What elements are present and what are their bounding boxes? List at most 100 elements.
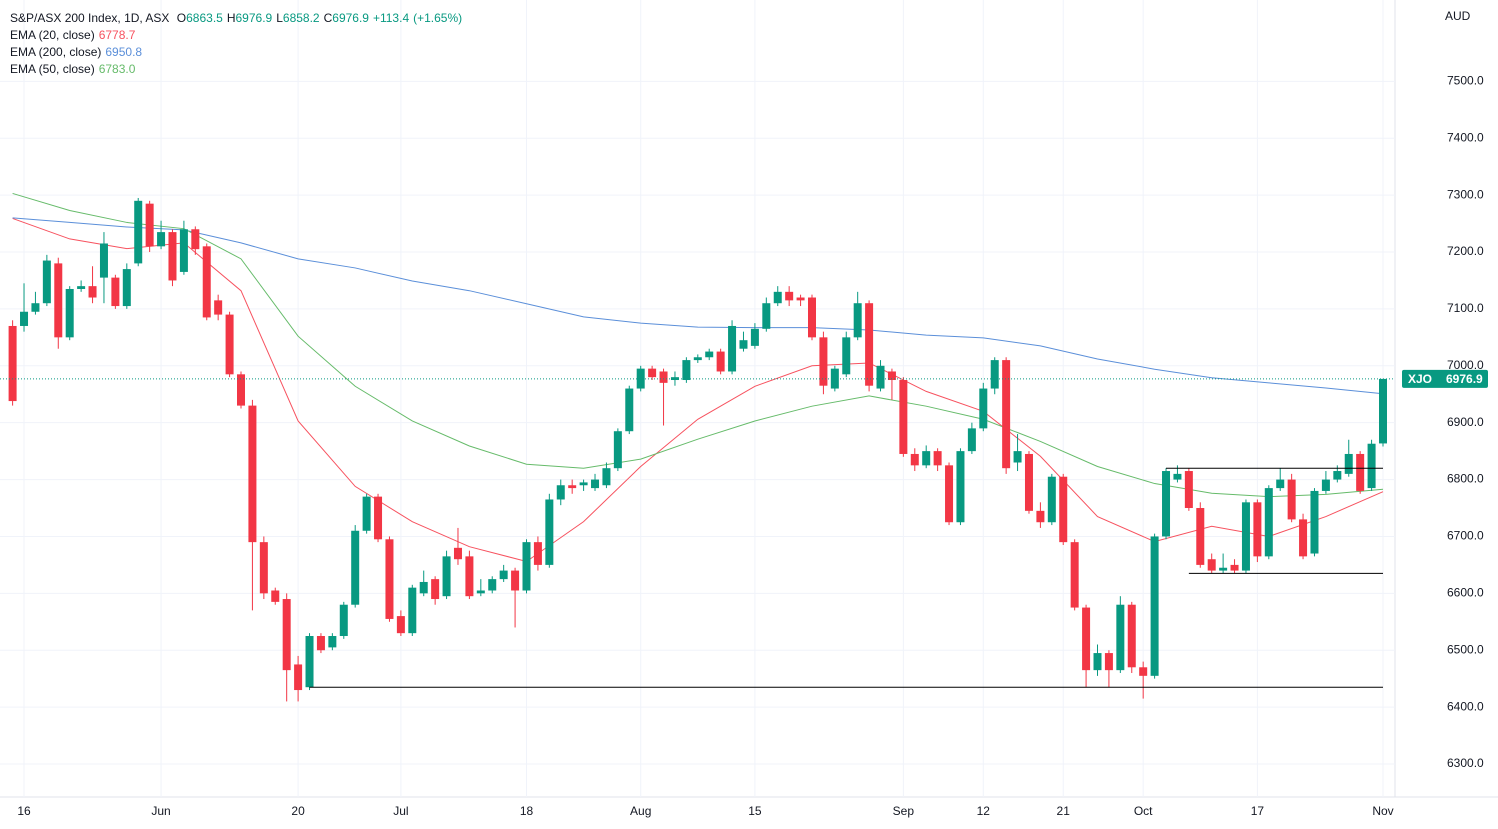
candle-body (659, 371, 668, 383)
candle-body (750, 328, 759, 346)
candle-body (1379, 378, 1387, 444)
candle-body (1184, 471, 1193, 509)
candle-body (511, 570, 520, 591)
candle-body (693, 357, 702, 361)
candle-body (602, 468, 611, 486)
candle-body (1024, 453, 1033, 511)
candle-body (168, 232, 177, 281)
candle-body (408, 587, 417, 634)
y-tick-label: 6600.0 (1447, 586, 1484, 600)
legend-entry: EMA (200, close) 6950.8 (10, 44, 470, 61)
candle-body (648, 368, 657, 378)
candle-body (316, 636, 325, 651)
legend-name: EMA (20, close) (10, 28, 95, 42)
candle-body (933, 451, 942, 466)
candle-body (705, 351, 714, 358)
candle-body (956, 451, 965, 523)
candle-body (1321, 479, 1330, 491)
candle-body (1241, 502, 1250, 571)
candle-body (876, 365, 885, 389)
candle-body (1299, 519, 1308, 557)
x-tick-label: Jul (393, 804, 408, 818)
candle-body (453, 547, 462, 560)
candle-body (842, 337, 851, 375)
candle-body (145, 203, 154, 247)
candle-body (739, 340, 748, 349)
open: 6863.5 (186, 11, 223, 25)
last-price-label: 6976.9 (1446, 372, 1483, 386)
candle-body (796, 297, 805, 301)
change-pct: (+1.65%) (413, 11, 463, 25)
candle-body (282, 599, 291, 671)
legend-value: 6778.7 (98, 28, 136, 42)
candle-body (1173, 473, 1182, 480)
candle-body (157, 232, 166, 247)
change: +113.4 (372, 11, 410, 25)
legend-value: 6783.0 (98, 62, 136, 76)
candle-body (1264, 488, 1273, 557)
candle-body (42, 260, 51, 304)
candle-body (122, 269, 131, 307)
candle-body (579, 482, 588, 486)
candle-body (819, 337, 828, 386)
candle-body (88, 286, 97, 298)
candle-body (545, 499, 554, 565)
high: 6976.9 (235, 11, 273, 25)
candle-body (328, 636, 337, 648)
candle-body (910, 453, 919, 466)
candle-body (465, 556, 474, 597)
y-tick-label: 7100.0 (1447, 301, 1484, 315)
candle-body (1002, 360, 1011, 469)
candle-body (682, 360, 691, 381)
legend: S&P/ASX 200 Index, 1D, ASX O6863.5 H6976.… (10, 10, 470, 78)
candle-body (248, 405, 257, 543)
candle-body (1104, 653, 1113, 671)
x-tick-label: Sep (893, 804, 915, 818)
y-tick-label: 7500.0 (1447, 74, 1484, 88)
candle-body (808, 297, 816, 338)
legend-name: EMA (50, close) (10, 62, 95, 76)
candle-body (1093, 653, 1102, 671)
y-tick-label: 6400.0 (1447, 699, 1484, 713)
candle-body (442, 556, 451, 597)
x-tick-label: Nov (1372, 804, 1393, 818)
x-tick-label: 12 (977, 804, 991, 818)
candle-body (1196, 508, 1205, 565)
symbol-label: XJO (1408, 372, 1432, 386)
candle-body (305, 636, 314, 688)
candle-body (1070, 542, 1079, 608)
candle-body (1230, 564, 1239, 571)
candle-body (979, 388, 988, 429)
candle-body (922, 451, 931, 466)
candle-body (990, 360, 999, 389)
candle-body (294, 664, 303, 691)
candle-body (1127, 604, 1136, 668)
candle-body (134, 200, 143, 264)
x-tick-label: Oct (1134, 804, 1153, 818)
candle-body (385, 539, 394, 619)
candle-body (1356, 453, 1365, 491)
candle-body (1082, 607, 1091, 671)
candle-body (339, 604, 348, 637)
y-tick-label: 7000.0 (1447, 358, 1484, 372)
candle-body (396, 616, 405, 634)
candle-body (967, 428, 976, 452)
candle-body (762, 303, 771, 329)
candle-body (1116, 604, 1125, 671)
legend-value: 6950.8 (105, 45, 143, 59)
title: S&P/ASX 200 Index, 1D, ASX (10, 11, 170, 25)
candle-body (351, 530, 360, 605)
candle-body (1036, 510, 1045, 523)
ema-line (12, 192, 1384, 498)
y-tick-label: 7200.0 (1447, 244, 1484, 258)
candle-body (20, 311, 29, 326)
candle-body (1059, 476, 1068, 543)
candle-body (476, 590, 485, 594)
candle-body (1253, 502, 1262, 557)
candle-body (99, 243, 108, 278)
candle-body (225, 314, 234, 375)
candle-body (625, 388, 634, 432)
